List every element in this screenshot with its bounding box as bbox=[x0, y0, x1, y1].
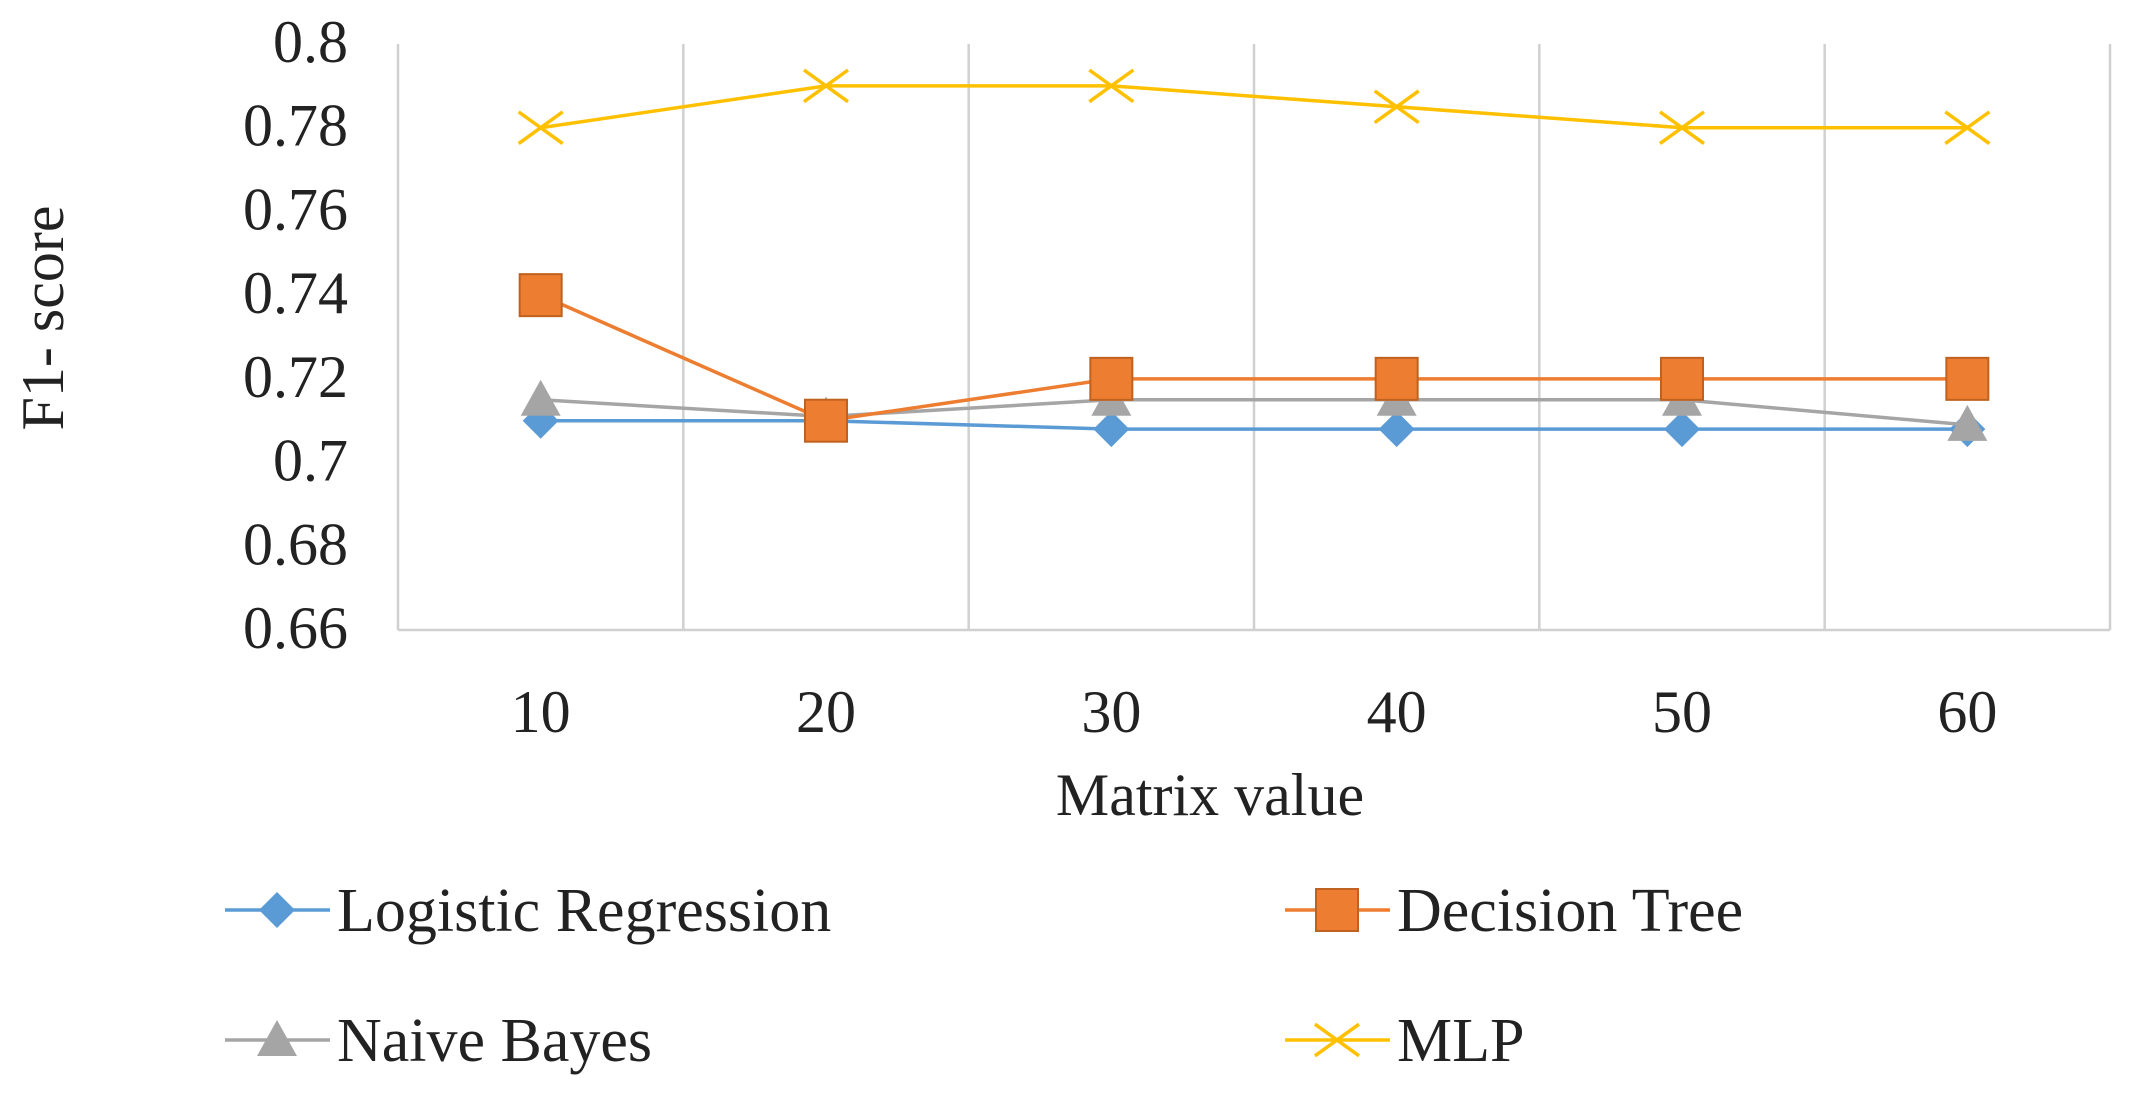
series-line bbox=[539, 293, 1968, 423]
data-point bbox=[517, 110, 564, 145]
x-tick-label: 30 bbox=[1081, 679, 1141, 745]
series-line bbox=[540, 398, 1968, 427]
legend-item: Decision Tree bbox=[1285, 877, 1743, 945]
y-tick-label: 0.78 bbox=[243, 93, 348, 159]
data-point bbox=[1944, 110, 1991, 145]
x-axis-ticks: 10 20 30 40 50 60 bbox=[511, 679, 1998, 745]
legend-marker bbox=[1315, 888, 1359, 932]
legend-marker bbox=[257, 1020, 297, 1056]
data-point bbox=[804, 398, 848, 443]
series-line bbox=[540, 84, 1968, 130]
y-tick-label: 0.7 bbox=[273, 428, 348, 494]
y-tick-label: 0.76 bbox=[243, 176, 348, 242]
x-tick-label: 10 bbox=[511, 679, 571, 745]
series-layer bbox=[517, 68, 1991, 448]
y-axis-ticks: 0.66 0.68 0.7 0.72 0.74 0.76 0.78 0.8 bbox=[243, 9, 348, 661]
data-point bbox=[1378, 411, 1415, 448]
legend-item: MLP bbox=[1285, 1007, 1524, 1075]
y-tick-label: 0.68 bbox=[243, 511, 348, 577]
legend-label: MLP bbox=[1397, 1007, 1524, 1075]
y-tick-label: 0.66 bbox=[243, 595, 348, 661]
legend-label: Decision Tree bbox=[1397, 877, 1743, 945]
legend-label: Logistic Regression bbox=[337, 877, 831, 945]
x-tick-label: 20 bbox=[796, 679, 856, 745]
y-tick-label: 0.72 bbox=[243, 344, 348, 410]
data-point bbox=[1373, 89, 1420, 125]
x-axis-title: Matrix value bbox=[1056, 762, 1364, 828]
data-point bbox=[1374, 356, 1419, 401]
gridlines bbox=[396, 44, 2112, 632]
data-point bbox=[518, 273, 563, 318]
data-point bbox=[1088, 68, 1135, 104]
x-tick-label: 60 bbox=[1937, 679, 1997, 745]
legend-item: Logistic Regression bbox=[225, 877, 831, 945]
data-point bbox=[1089, 356, 1134, 401]
y-tick-label: 0.8 bbox=[273, 9, 348, 75]
legend-marker bbox=[1313, 1022, 1361, 1058]
data-point bbox=[1947, 404, 1988, 441]
data-point bbox=[520, 379, 561, 416]
x-tick-label: 40 bbox=[1367, 679, 1427, 745]
x-tick-label: 50 bbox=[1652, 679, 1712, 745]
data-point bbox=[1093, 411, 1130, 448]
data-point bbox=[802, 68, 850, 104]
legend-marker bbox=[259, 892, 295, 928]
legend-item: Naive Bayes bbox=[225, 1007, 652, 1075]
data-point bbox=[1664, 411, 1700, 448]
legend: Logistic Regression Decision Tree Naive Ba… bbox=[225, 877, 1743, 1075]
y-tick-label: 0.74 bbox=[243, 260, 348, 326]
series-mlp bbox=[517, 68, 1991, 145]
series-line bbox=[540, 418, 1968, 431]
series-decision-tree bbox=[518, 273, 1990, 443]
data-point bbox=[1658, 110, 1706, 145]
data-point bbox=[1660, 356, 1704, 401]
y-axis-title: F1- score bbox=[10, 206, 76, 431]
data-point bbox=[1945, 356, 1990, 401]
legend-label: Naive Bayes bbox=[337, 1007, 652, 1075]
